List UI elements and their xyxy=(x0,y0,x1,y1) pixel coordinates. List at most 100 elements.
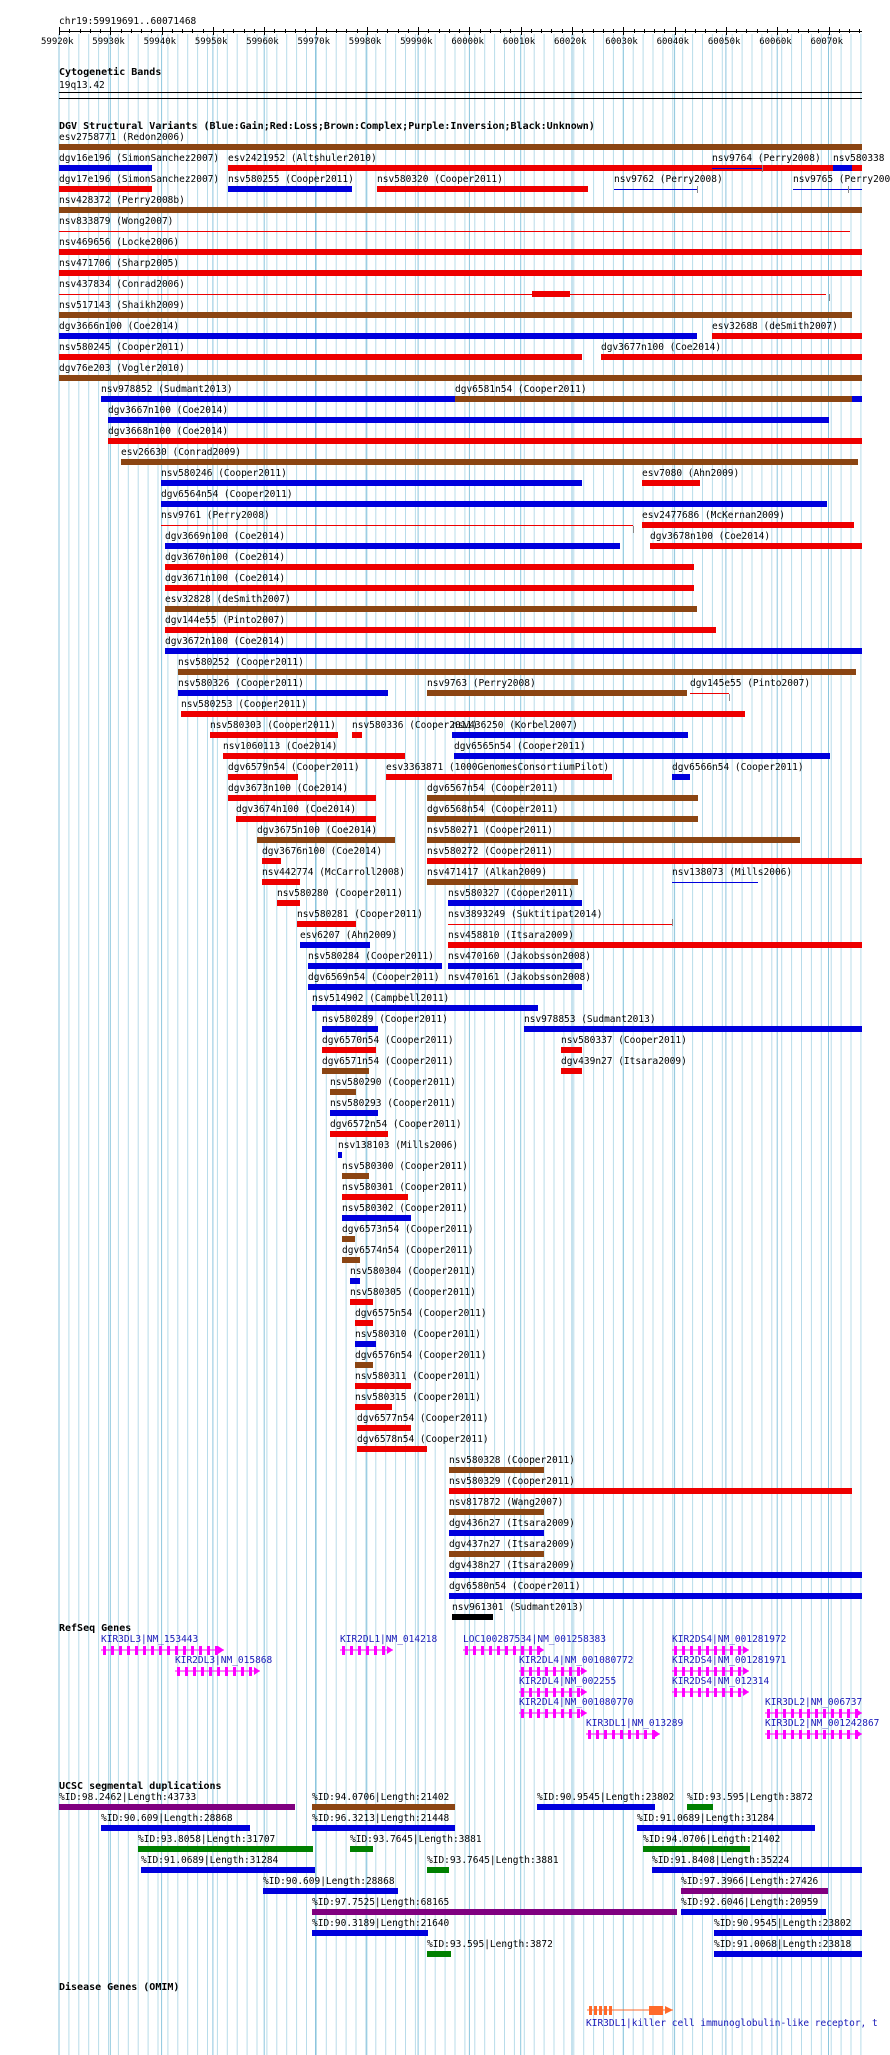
variant-label[interactable]: dgv3676n100 (Coe2014) xyxy=(262,846,383,857)
gene-model[interactable] xyxy=(672,1688,749,1697)
variant-bar[interactable] xyxy=(449,1572,862,1578)
variant-bar[interactable] xyxy=(165,627,716,633)
gene-label[interactable]: KIR3DL3|NM_153443 xyxy=(101,1634,199,1645)
variant-label[interactable]: dgv6568n54 (Cooper2011) xyxy=(427,804,559,815)
gene-label[interactable]: KIR2DL3|NM_015868 xyxy=(175,1655,273,1666)
variant-bar[interactable] xyxy=(833,165,852,171)
variant-bar[interactable] xyxy=(561,1068,582,1074)
variant-label[interactable]: nsv580284 (Cooper2011) xyxy=(308,951,434,962)
variant-bar[interactable] xyxy=(59,312,852,318)
segdup-label[interactable]: %ID:93.595|Length:3872 xyxy=(687,1792,813,1803)
variant-label[interactable]: dgv438n27 (Itsara2009) xyxy=(449,1560,575,1571)
variant-bar[interactable] xyxy=(277,900,300,906)
gene-model[interactable] xyxy=(765,1709,862,1718)
gene-model[interactable] xyxy=(765,1730,862,1739)
variant-label[interactable]: nsv437834 (Conrad2006) xyxy=(59,279,185,290)
variant-label[interactable]: nsv580280 (Cooper2011) xyxy=(277,888,403,899)
variant-bar[interactable] xyxy=(448,900,582,906)
omim-label[interactable]: KIR3DL1|killer cell immunoglobulin-like … xyxy=(586,2018,878,2029)
variant-label[interactable]: nsv3893249 (Suktitipat2014) xyxy=(448,909,603,920)
variant-label[interactable]: dgv3675n100 (Coe2014) xyxy=(257,825,378,836)
variant-bar[interactable] xyxy=(178,690,388,696)
variant-bar[interactable] xyxy=(532,291,570,297)
variant-bar[interactable] xyxy=(793,189,862,190)
variant-bar[interactable] xyxy=(59,354,582,360)
variant-bar[interactable] xyxy=(672,882,758,883)
gene-model[interactable] xyxy=(340,1646,393,1655)
segdup-bar[interactable] xyxy=(427,1867,449,1873)
segdup-label[interactable]: %ID:90.3189|Length:21640 xyxy=(312,1918,450,1929)
variant-bar[interactable] xyxy=(452,1614,493,1620)
variant-label[interactable]: nsv580253 (Cooper2011) xyxy=(181,699,307,710)
variant-bar[interactable] xyxy=(712,168,762,169)
segdup-bar[interactable] xyxy=(59,1804,295,1810)
segdup-label[interactable]: %ID:92.6046|Length:20959 xyxy=(681,1897,819,1908)
variant-bar[interactable] xyxy=(449,1593,862,1599)
segdup-label[interactable]: %ID:91.8408|Length:35224 xyxy=(652,1855,790,1866)
variant-bar[interactable] xyxy=(59,270,862,276)
variant-label[interactable]: nsv580272 (Cooper2011) xyxy=(427,846,553,857)
variant-label[interactable]: nsv580255 (Cooper2011) xyxy=(228,174,354,185)
segdup-label[interactable]: %ID:91.0689|Length:31284 xyxy=(141,1855,279,1866)
variant-label[interactable]: dgv6580n54 (Cooper2011) xyxy=(449,1581,581,1592)
variant-label[interactable]: nsv580338 xyxy=(833,153,885,164)
segdup-label[interactable]: %ID:97.7525|Length:68165 xyxy=(312,1897,450,1908)
segdup-label[interactable]: %ID:98.2462|Length:43733 xyxy=(59,1792,197,1803)
variant-bar[interactable] xyxy=(165,585,694,591)
variant-label[interactable]: nsv9763 (Perry2008) xyxy=(427,678,536,689)
variant-label[interactable]: nsv580303 (Cooper2011) xyxy=(210,720,336,731)
variant-bar[interactable] xyxy=(59,249,862,255)
variant-label[interactable]: nsv580293 (Cooper2011) xyxy=(330,1098,456,1109)
variant-bar[interactable] xyxy=(449,1467,544,1473)
variant-bar[interactable] xyxy=(342,1173,369,1179)
variant-bar[interactable] xyxy=(108,417,829,423)
variant-label[interactable]: dgv3666n100 (Coe2014) xyxy=(59,321,180,332)
variant-bar[interactable] xyxy=(350,1299,373,1305)
variant-label[interactable]: nsv458810 (Itsara2009) xyxy=(448,930,574,941)
variant-bar[interactable] xyxy=(59,207,862,213)
variant-label[interactable]: nsv436250 (Korbel2007) xyxy=(452,720,578,731)
variant-bar[interactable] xyxy=(449,1488,852,1494)
variant-bar[interactable] xyxy=(601,354,862,360)
variant-label[interactable]: nsv580311 (Cooper2011) xyxy=(355,1371,481,1382)
variant-bar[interactable] xyxy=(642,480,700,486)
variant-label[interactable]: nsv138073 (Mills2006) xyxy=(672,867,793,878)
variant-label[interactable]: dgv6564n54 (Cooper2011) xyxy=(161,489,293,500)
variant-bar[interactable] xyxy=(342,1236,355,1242)
variant-label[interactable]: nsv470161 (Jakobsson2008) xyxy=(448,972,591,983)
segdup-bar[interactable] xyxy=(681,1888,828,1894)
variant-bar[interactable] xyxy=(352,732,362,738)
variant-bar[interactable] xyxy=(642,522,854,528)
gene-label[interactable]: KIR3DL2|NM_006737 xyxy=(765,1697,863,1708)
variant-bar[interactable] xyxy=(262,879,300,885)
variant-label[interactable]: dgv3669n100 (Coe2014) xyxy=(165,531,286,542)
segdup-label[interactable]: %ID:90.609|Length:28868 xyxy=(101,1813,233,1824)
gene-model[interactable] xyxy=(586,1730,660,1739)
segdup-label[interactable]: %ID:91.0689|Length:31284 xyxy=(637,1813,775,1824)
variant-bar[interactable] xyxy=(427,858,862,864)
variant-bar[interactable] xyxy=(357,1425,411,1431)
variant-bar[interactable] xyxy=(178,669,856,675)
variant-bar[interactable] xyxy=(712,333,862,339)
variant-label[interactable]: nsv1060113 (Coe2014) xyxy=(223,741,338,752)
segdup-bar[interactable] xyxy=(141,1867,315,1873)
variant-label[interactable]: nsv580327 (Cooper2011) xyxy=(448,888,574,899)
variant-label[interactable]: dgv17e196 (SimonSanchez2007) xyxy=(59,174,220,185)
variant-bar[interactable] xyxy=(236,816,376,822)
variant-label[interactable]: nsv9762 (Perry2008) xyxy=(614,174,723,185)
variant-label[interactable]: nsv833879 (Wong2007) xyxy=(59,216,174,227)
variant-label[interactable]: nsv580310 (Cooper2011) xyxy=(355,1329,481,1340)
variant-label[interactable]: nsv580337 (Cooper2011) xyxy=(561,1035,687,1046)
variant-bar[interactable] xyxy=(300,942,370,948)
variant-label[interactable]: dgv3673n100 (Coe2014) xyxy=(228,783,349,794)
variant-label[interactable]: nsv580252 (Cooper2011) xyxy=(178,657,304,668)
variant-bar[interactable] xyxy=(357,1446,427,1452)
variant-bar[interactable] xyxy=(165,606,697,612)
variant-bar[interactable] xyxy=(350,1278,360,1284)
variant-bar[interactable] xyxy=(448,963,582,969)
gene-model[interactable] xyxy=(519,1667,587,1676)
segdup-bar[interactable] xyxy=(681,1909,826,1915)
variant-label[interactable]: nsv580328 (Cooper2011) xyxy=(449,1455,575,1466)
variant-bar[interactable] xyxy=(228,165,862,171)
variant-label[interactable]: dgv3668n100 (Coe2014) xyxy=(108,426,229,437)
